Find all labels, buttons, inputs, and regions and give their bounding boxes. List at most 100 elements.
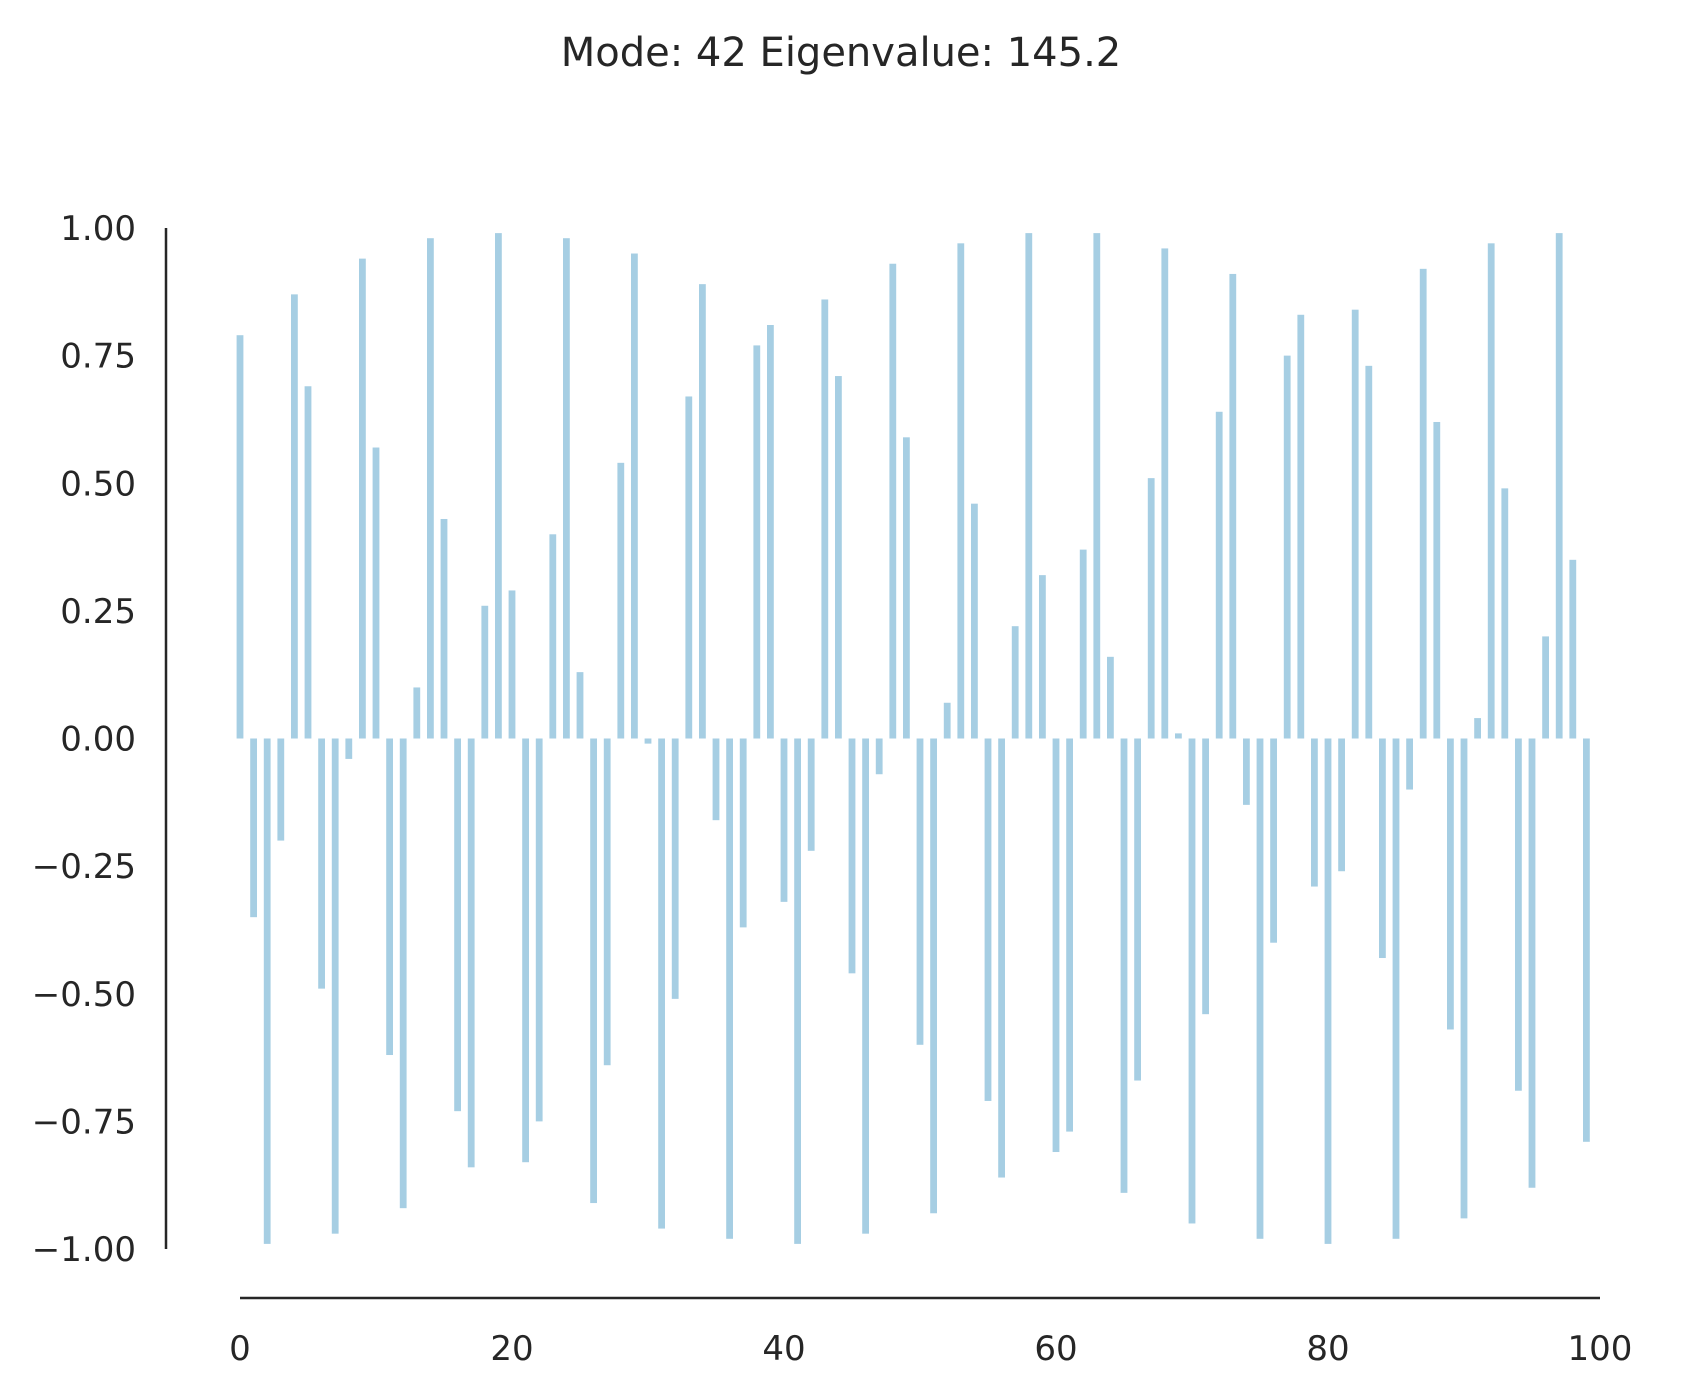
bar-1 [250, 738, 257, 918]
bar-59 [1039, 575, 1046, 739]
y-tick-label: 0.00 [60, 720, 136, 760]
bar-16 [454, 738, 461, 1112]
bar-94 [1515, 738, 1522, 1091]
bar-50 [916, 738, 924, 1045]
y-tick-label: −1.00 [32, 1230, 136, 1270]
bar-7 [331, 738, 339, 1234]
bar-52 [943, 702, 951, 739]
bar-74 [1243, 738, 1250, 805]
y-tick-label: 0.50 [60, 464, 136, 504]
bar-62 [1079, 549, 1087, 739]
x-tick-label: 0 [229, 1329, 251, 1369]
bar-18 [481, 605, 489, 739]
bar-60 [1052, 738, 1060, 1153]
bar-51 [930, 738, 937, 1214]
y-tick-label: −0.50 [32, 975, 136, 1015]
y-tick-label: −0.25 [32, 847, 136, 887]
bar-6 [318, 738, 325, 989]
bar-17 [467, 738, 475, 1168]
bar-93 [1501, 488, 1509, 739]
bar-81 [1338, 738, 1345, 872]
bar-42 [807, 738, 815, 851]
bar-70 [1188, 738, 1196, 1224]
bar-66 [1134, 738, 1141, 1081]
bar-35 [712, 738, 720, 821]
x-tick-label: 60 [1034, 1329, 1077, 1369]
bar-90 [1460, 738, 1468, 1219]
bar-92 [1487, 243, 1495, 739]
bar-83 [1365, 365, 1373, 739]
y-tick-label: 1.00 [60, 209, 136, 249]
bar-40 [780, 738, 788, 902]
bar-53 [957, 243, 965, 739]
bar-99 [1583, 738, 1590, 1142]
bar-84 [1379, 738, 1386, 959]
x-tick-label: 100 [1568, 1329, 1633, 1369]
bar-77 [1283, 355, 1291, 739]
bar-86 [1406, 738, 1413, 790]
bar-21 [522, 738, 529, 1163]
bar-38 [753, 345, 761, 739]
bar-23 [549, 534, 557, 739]
bar-98 [1569, 559, 1577, 739]
bar-45 [848, 738, 856, 974]
bar-14 [427, 238, 434, 739]
bar-61 [1066, 738, 1073, 1132]
bar-78 [1297, 314, 1305, 739]
y-tick-label: −0.75 [32, 1102, 136, 1142]
x-tick-labels: 0 20 40 60 80 100 [229, 1329, 1632, 1369]
bar-56 [998, 738, 1005, 1178]
bar-33 [685, 396, 693, 739]
bar-58 [1025, 233, 1033, 739]
bar-63 [1093, 233, 1101, 739]
bar-73 [1229, 273, 1237, 739]
bar-69 [1175, 733, 1182, 739]
bar-72 [1215, 411, 1223, 739]
bar-30 [644, 738, 652, 744]
bar-20 [508, 590, 516, 739]
bar-68 [1161, 248, 1169, 739]
bar-87 [1419, 268, 1427, 739]
bar-3 [277, 738, 285, 841]
bar-75 [1256, 738, 1264, 1239]
y-tick-label: 0.25 [60, 592, 136, 632]
bar-19 [495, 233, 502, 739]
bar-43 [821, 299, 829, 739]
bar-24 [563, 238, 570, 739]
bar-32 [671, 738, 679, 999]
bar-11 [386, 738, 393, 1056]
bar-9 [359, 258, 366, 739]
bar-34 [699, 284, 706, 739]
bar-48 [889, 263, 897, 739]
bar-89 [1447, 738, 1454, 1030]
bar-91 [1474, 718, 1481, 739]
bar-15 [440, 518, 448, 739]
bar-27 [603, 738, 611, 1066]
bar-67 [1147, 478, 1155, 739]
bar-88 [1433, 421, 1441, 739]
bar-28 [617, 462, 625, 739]
bar-57 [1011, 626, 1019, 739]
bar-41 [794, 738, 801, 1244]
chart-title: Mode: 42 Eigenvalue: 145.2 [561, 30, 1122, 76]
y-tick-label: 0.75 [60, 337, 136, 377]
y-tick-labels: 1.00 0.75 0.50 0.25 0.00 −0.25 −0.50 −0.75 −1.00 [32, 209, 136, 1270]
bar-37 [739, 738, 747, 928]
bar-64 [1107, 656, 1114, 739]
bar-10 [372, 447, 380, 739]
bar-79 [1311, 738, 1318, 887]
bar-95 [1528, 738, 1536, 1188]
bar-36 [726, 738, 733, 1239]
bar-4 [291, 294, 298, 739]
bar-8 [345, 738, 353, 759]
bar-85 [1392, 738, 1400, 1239]
bars-group [236, 233, 1590, 1244]
bar-55 [984, 738, 992, 1101]
x-tick-label: 20 [490, 1329, 533, 1369]
x-tick-label: 40 [762, 1329, 805, 1369]
bar-71 [1202, 738, 1209, 1015]
bar-0 [236, 335, 244, 739]
bar-46 [862, 738, 869, 1234]
bar-39 [767, 325, 774, 739]
